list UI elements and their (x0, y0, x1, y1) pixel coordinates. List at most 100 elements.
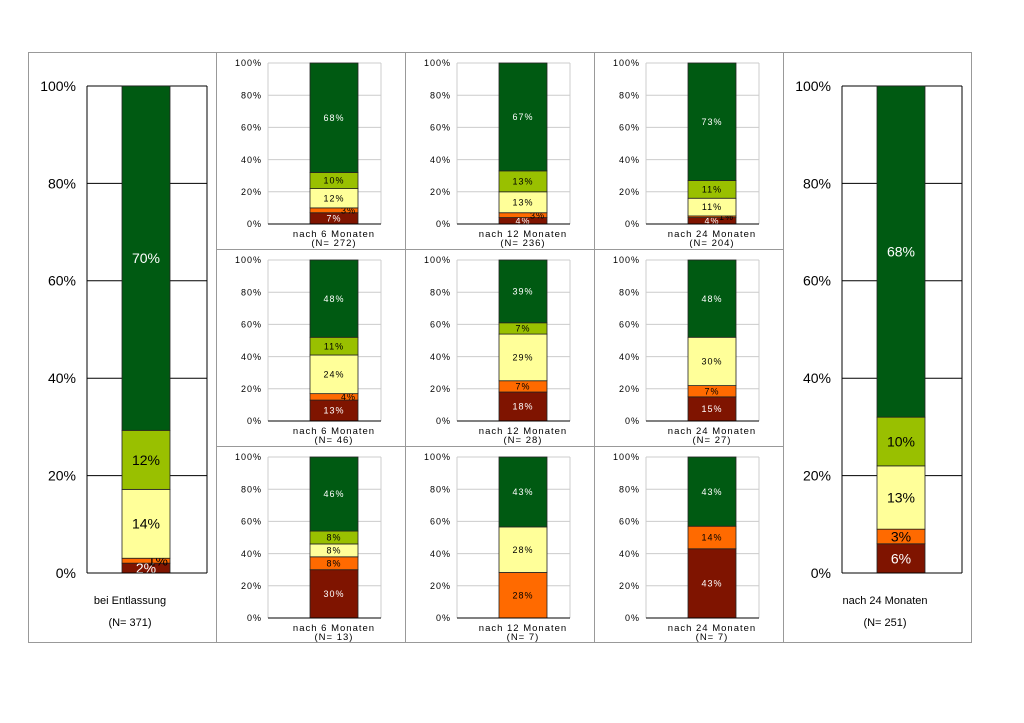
data-label: 24% (323, 369, 344, 379)
y-tick-label: 0% (436, 613, 451, 623)
data-label: 15% (701, 404, 722, 414)
bar-segment (687, 396, 737, 422)
data-label: 48% (701, 294, 722, 304)
y-tick-label: 60% (241, 123, 262, 133)
bar-segment (309, 259, 359, 338)
bar-segment (309, 62, 359, 173)
chart-r3c1: 0% 20% 40% 60% 80% 100% 30% 8% 8% 8% 46% nach 6 Mon… (235, 452, 382, 643)
y-tick-label: 100% (613, 58, 640, 68)
chart-r1c3: 0%20%40%60%80%100%4% 1%11%11%73%nach 24 M… (613, 58, 760, 249)
data-label: 14% (132, 516, 160, 532)
y-tick-label: 0% (56, 565, 76, 581)
data-label: 14% (701, 533, 722, 543)
y-tick-label: 0% (811, 565, 831, 581)
y-tick-label: 40% (430, 352, 451, 362)
y-tick-label: 20% (619, 581, 640, 591)
data-label: 12% (132, 452, 160, 468)
y-tick-label: 0% (625, 416, 640, 426)
bar-segment (498, 572, 548, 619)
data-label: 43% (701, 579, 722, 589)
data-label: 7% (704, 386, 719, 396)
bar-segment (498, 456, 548, 528)
y-tick-label: 0% (625, 613, 640, 623)
y-tick-label: 40% (241, 549, 262, 559)
y-tick-label: 0% (436, 416, 451, 426)
data-label: 3% (530, 210, 545, 220)
data-label: 28% (512, 590, 533, 600)
data-label: 4% (704, 216, 719, 226)
n-label: (N= 204) (689, 238, 734, 249)
category-label: nach 12 Monaten (479, 229, 567, 240)
y-tick-label: 60% (619, 123, 640, 133)
y-tick-label: 60% (48, 273, 76, 289)
bar-segment (687, 456, 737, 527)
y-tick-label: 40% (48, 370, 76, 386)
y-tick-label: 80% (619, 484, 640, 494)
data-label: 4% (515, 216, 530, 226)
bar-segment (309, 569, 359, 619)
category-label: nach 12 Monaten (479, 426, 567, 437)
chart-left: 0%20%40%60%80%100%2%1%14%12%70%bei Entla… (40, 78, 208, 629)
y-tick-label: 80% (619, 287, 640, 297)
n-label: (N= 27) (693, 435, 732, 446)
category-label: nach 24 Monaten (668, 623, 756, 634)
data-label: 70% (132, 250, 160, 266)
n-label: (N= 272) (311, 238, 356, 249)
y-tick-label: 80% (430, 90, 451, 100)
y-tick-label: 40% (619, 352, 640, 362)
chart-r2c2: 0% 20% 40% 60% 80% 100% 18% 7% 29% 7% 39% nach 12 M… (424, 255, 571, 446)
y-tick-label: 20% (803, 468, 831, 484)
bar-segment (687, 336, 737, 386)
y-tick-label: 80% (803, 175, 831, 191)
data-label: 13% (887, 489, 915, 505)
y-tick-label: 0% (247, 613, 262, 623)
bar-segment (498, 259, 548, 324)
data-label: 13% (512, 176, 533, 186)
chart-right: 0% 20% 40% 60% 80% 100% 6% 3% 13% 10% 68% nach 24 M… (795, 78, 963, 629)
category-label: nach 6 Monaten (293, 426, 375, 437)
data-label: 1% (719, 212, 734, 222)
data-label: 10% (323, 176, 344, 186)
data-label: 18% (512, 402, 533, 412)
n-label: (N= 46) (315, 435, 354, 446)
data-label: 13% (323, 406, 344, 416)
y-tick-label: 100% (424, 255, 451, 265)
bar-segment (876, 85, 926, 418)
data-label: 48% (323, 294, 344, 304)
y-tick-label: 40% (430, 155, 451, 165)
data-label: 8% (326, 546, 341, 556)
y-tick-label: 100% (40, 78, 76, 94)
data-label: 8% (326, 533, 341, 543)
category-label: nach 24 Monaten (842, 595, 927, 607)
y-tick-label: 20% (241, 581, 262, 591)
data-label: 3% (341, 205, 356, 215)
category-label: nach 24 Monaten (668, 229, 756, 240)
bar-segment (876, 416, 926, 467)
data-label: 30% (701, 357, 722, 367)
data-label: 39% (512, 287, 533, 297)
data-label: 4% (341, 392, 356, 402)
chart-r1c1: 0% 20% 40% 60% 80% 100% 7%3% 12% 10% 68% nach 6 Mo… (235, 58, 382, 249)
data-label: 6% (891, 550, 911, 566)
y-tick-label: 60% (803, 273, 831, 289)
data-label: 30% (323, 589, 344, 599)
n-label: (N= 13) (315, 632, 354, 643)
y-tick-label: 100% (613, 452, 640, 462)
y-tick-label: 20% (619, 384, 640, 394)
y-tick-label: 0% (247, 219, 262, 229)
data-label: 3% (891, 528, 911, 544)
y-tick-label: 60% (430, 123, 451, 133)
y-tick-label: 0% (625, 219, 640, 229)
bar-segment (121, 488, 171, 559)
data-label: 10% (887, 433, 915, 449)
data-label: 11% (702, 202, 722, 212)
y-tick-label: 100% (613, 255, 640, 265)
y-tick-label: 20% (48, 468, 76, 484)
y-tick-label: 0% (436, 219, 451, 229)
data-label: 43% (701, 487, 722, 497)
y-tick-label: 80% (241, 90, 262, 100)
outer-border (28, 52, 972, 643)
data-label: 73% (701, 117, 722, 127)
y-tick-label: 40% (430, 549, 451, 559)
